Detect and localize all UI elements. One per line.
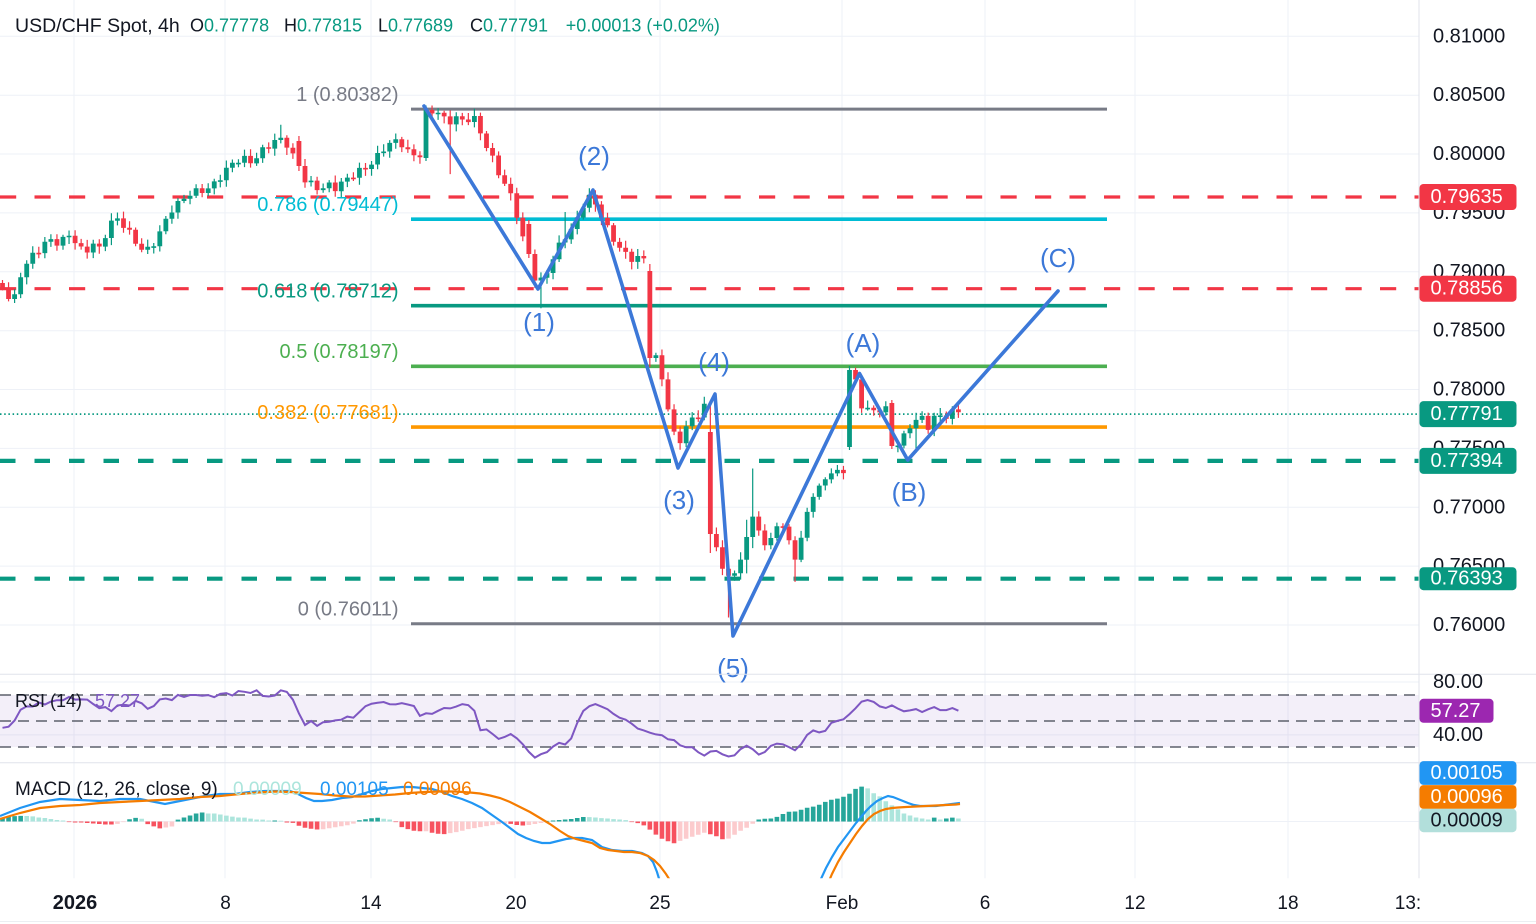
svg-text:18: 18	[1277, 893, 1298, 914]
svg-text:1 (0.80382): 1 (0.80382)	[296, 84, 398, 106]
svg-text:O0.77778: O0.77778	[190, 16, 269, 36]
svg-text:0.78856: 0.78856	[1431, 278, 1503, 300]
svg-text:0.80500: 0.80500	[1433, 84, 1505, 106]
svg-text:+0.00013 (+0.02%): +0.00013 (+0.02%)	[566, 16, 720, 36]
svg-text:0.00009: 0.00009	[233, 779, 302, 800]
svg-text:(3): (3)	[663, 485, 695, 515]
svg-text:2026: 2026	[53, 892, 98, 914]
svg-text:H0.77815: H0.77815	[284, 16, 362, 36]
svg-text:(4): (4)	[698, 347, 730, 377]
svg-text:13:: 13:	[1395, 893, 1421, 914]
svg-text:0.5 (0.78197): 0.5 (0.78197)	[280, 341, 399, 363]
svg-text:57.27: 57.27	[95, 691, 140, 711]
svg-text:USD/CHF Spot, 4h: USD/CHF Spot, 4h	[15, 15, 180, 37]
svg-text:0.00096: 0.00096	[403, 779, 472, 800]
svg-text:0.77394: 0.77394	[1431, 450, 1503, 472]
svg-text:12: 12	[1124, 893, 1145, 914]
svg-text:0.76393: 0.76393	[1431, 568, 1503, 590]
svg-text:0.81000: 0.81000	[1433, 25, 1505, 47]
svg-text:(2): (2)	[578, 141, 610, 171]
svg-text:MACD (12, 26, close, 9): MACD (12, 26, close, 9)	[15, 779, 218, 800]
svg-text:0.618 (0.78712): 0.618 (0.78712)	[257, 281, 398, 303]
svg-text:0.78500: 0.78500	[1433, 320, 1505, 342]
svg-text:0.78000: 0.78000	[1433, 379, 1505, 401]
svg-text:0.786 (0.79447): 0.786 (0.79447)	[257, 194, 398, 216]
svg-text:0.79635: 0.79635	[1431, 186, 1503, 208]
svg-text:0.77791: 0.77791	[1431, 403, 1503, 425]
svg-text:0.77000: 0.77000	[1433, 496, 1505, 518]
svg-text:8: 8	[220, 893, 231, 914]
svg-text:6: 6	[980, 893, 991, 914]
svg-text:RSI (14): RSI (14)	[15, 691, 82, 711]
svg-text:(1): (1)	[523, 307, 555, 337]
svg-text:0.00105: 0.00105	[1431, 762, 1503, 784]
svg-text:57.27: 57.27	[1431, 700, 1481, 722]
svg-text:0.382 (0.77681): 0.382 (0.77681)	[257, 402, 398, 424]
svg-text:0.00009: 0.00009	[1431, 810, 1503, 832]
svg-text:0.80000: 0.80000	[1433, 143, 1505, 165]
svg-text:0.00096: 0.00096	[1431, 786, 1503, 808]
svg-text:20: 20	[505, 893, 526, 914]
svg-text:(5): (5)	[717, 653, 749, 683]
svg-text:Feb: Feb	[826, 893, 859, 914]
svg-text:(A): (A)	[846, 328, 881, 358]
svg-text:C0.77791: C0.77791	[470, 16, 548, 36]
svg-text:0.00105: 0.00105	[320, 779, 389, 800]
svg-text:(C): (C)	[1040, 243, 1076, 273]
svg-text:0.76000: 0.76000	[1433, 614, 1505, 636]
svg-text:80.00: 80.00	[1433, 671, 1483, 693]
svg-text:(B): (B)	[892, 477, 927, 507]
svg-text:0 (0.76011): 0 (0.76011)	[298, 599, 399, 621]
svg-text:L0.77689: L0.77689	[378, 16, 453, 36]
svg-text:25: 25	[649, 893, 670, 914]
svg-text:14: 14	[360, 893, 382, 914]
svg-text:40.00: 40.00	[1433, 724, 1483, 746]
